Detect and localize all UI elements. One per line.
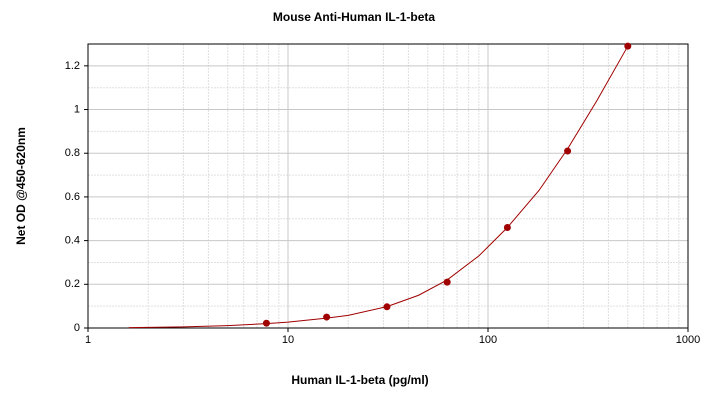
x-tick-label: 10 <box>282 334 294 346</box>
x-tick-label: 1000 <box>676 334 700 346</box>
x-tick-label: 1 <box>85 334 91 346</box>
y-tick-label: 1 <box>74 103 80 115</box>
y-tick-label: 0.2 <box>65 278 80 290</box>
data-point <box>564 147 572 155</box>
chart-title: Mouse Anti-Human IL-1-beta <box>273 10 436 24</box>
plot-frame <box>87 43 689 329</box>
data-point <box>624 42 632 50</box>
x-axis-label: Human IL-1-beta (pg/ml) <box>291 373 428 387</box>
data-point <box>262 319 270 327</box>
data-point <box>503 224 511 232</box>
y-tick-label: 0.4 <box>65 235 80 247</box>
y-axis-label: Net OD @450-620nm <box>14 127 28 245</box>
x-tick-label: 100 <box>479 334 497 346</box>
data-point <box>383 303 391 311</box>
y-tick-label: 0.6 <box>65 191 80 203</box>
y-tick-label: 0 <box>74 322 80 334</box>
data-point <box>443 278 451 286</box>
y-tick-label: 1.2 <box>65 60 80 72</box>
y-tick-label: 0.8 <box>65 147 80 159</box>
data-point <box>323 313 331 321</box>
